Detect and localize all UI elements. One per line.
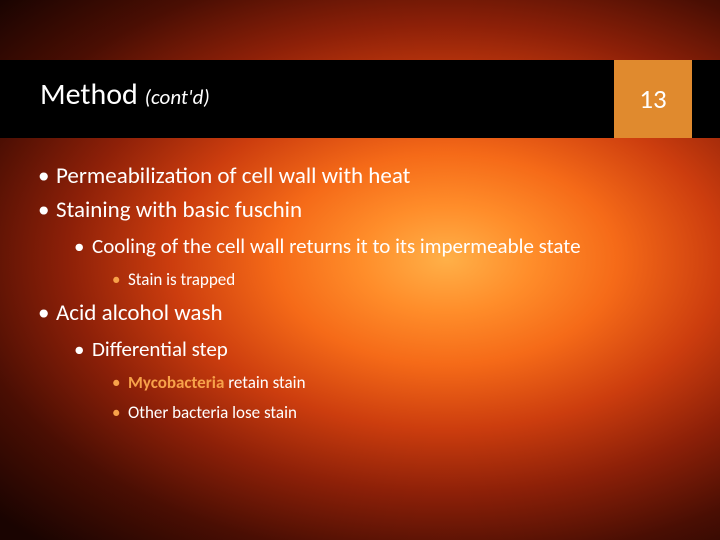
- bullet-text: Permeabilization of cell wall with heat: [56, 162, 410, 190]
- list-item: Permeabilization of cell wall with heat: [36, 162, 680, 190]
- page-number-box: 13: [614, 60, 692, 138]
- bullet-text: Other bacteria lose stain: [128, 402, 297, 423]
- list-item: Stain is trapped: [112, 269, 680, 291]
- bullet-text-emph: Mycobacteria: [128, 372, 224, 393]
- list-item: Acid alcohol wash Differential step Myco…: [36, 299, 680, 424]
- bullet-text: Differential step: [92, 336, 228, 362]
- title-main: Method: [40, 76, 138, 113]
- list-item: Differential step Mycobacteria retain st…: [74, 337, 680, 424]
- bullet-list-l1: Permeabilization of cell wall with heat …: [36, 162, 680, 424]
- list-item: Cooling of the cell wall returns it to i…: [74, 234, 680, 291]
- bullet-list-l2: Differential step Mycobacteria retain st…: [56, 337, 680, 424]
- bullet-text: Cooling of the cell wall returns it to i…: [92, 233, 581, 259]
- list-item: Mycobacteria retain stain: [112, 372, 680, 394]
- content-area: Permeabilization of cell wall with heat …: [36, 162, 680, 432]
- bullet-text: Acid alcohol wash: [56, 299, 223, 327]
- bullet-list-l3: Stain is trapped: [92, 269, 680, 291]
- list-item: Staining with basic fuschin Cooling of t…: [36, 196, 680, 291]
- bullet-text: Stain is trapped: [128, 269, 235, 290]
- list-item: Other bacteria lose stain: [112, 402, 680, 424]
- bullet-list-l3: Mycobacteria retain stain Other bacteria…: [92, 372, 680, 424]
- page-number: 13: [639, 83, 666, 116]
- bullet-list-l2: Cooling of the cell wall returns it to i…: [56, 234, 680, 291]
- bullet-text: Staining with basic fuschin: [56, 196, 302, 224]
- title-subtitle: (cont'd): [145, 84, 210, 110]
- slide-title: Method (cont'd): [40, 76, 210, 113]
- bullet-text: retain stain: [224, 372, 305, 393]
- slide: 13 Method (cont'd) Permeabilization of c…: [0, 0, 720, 540]
